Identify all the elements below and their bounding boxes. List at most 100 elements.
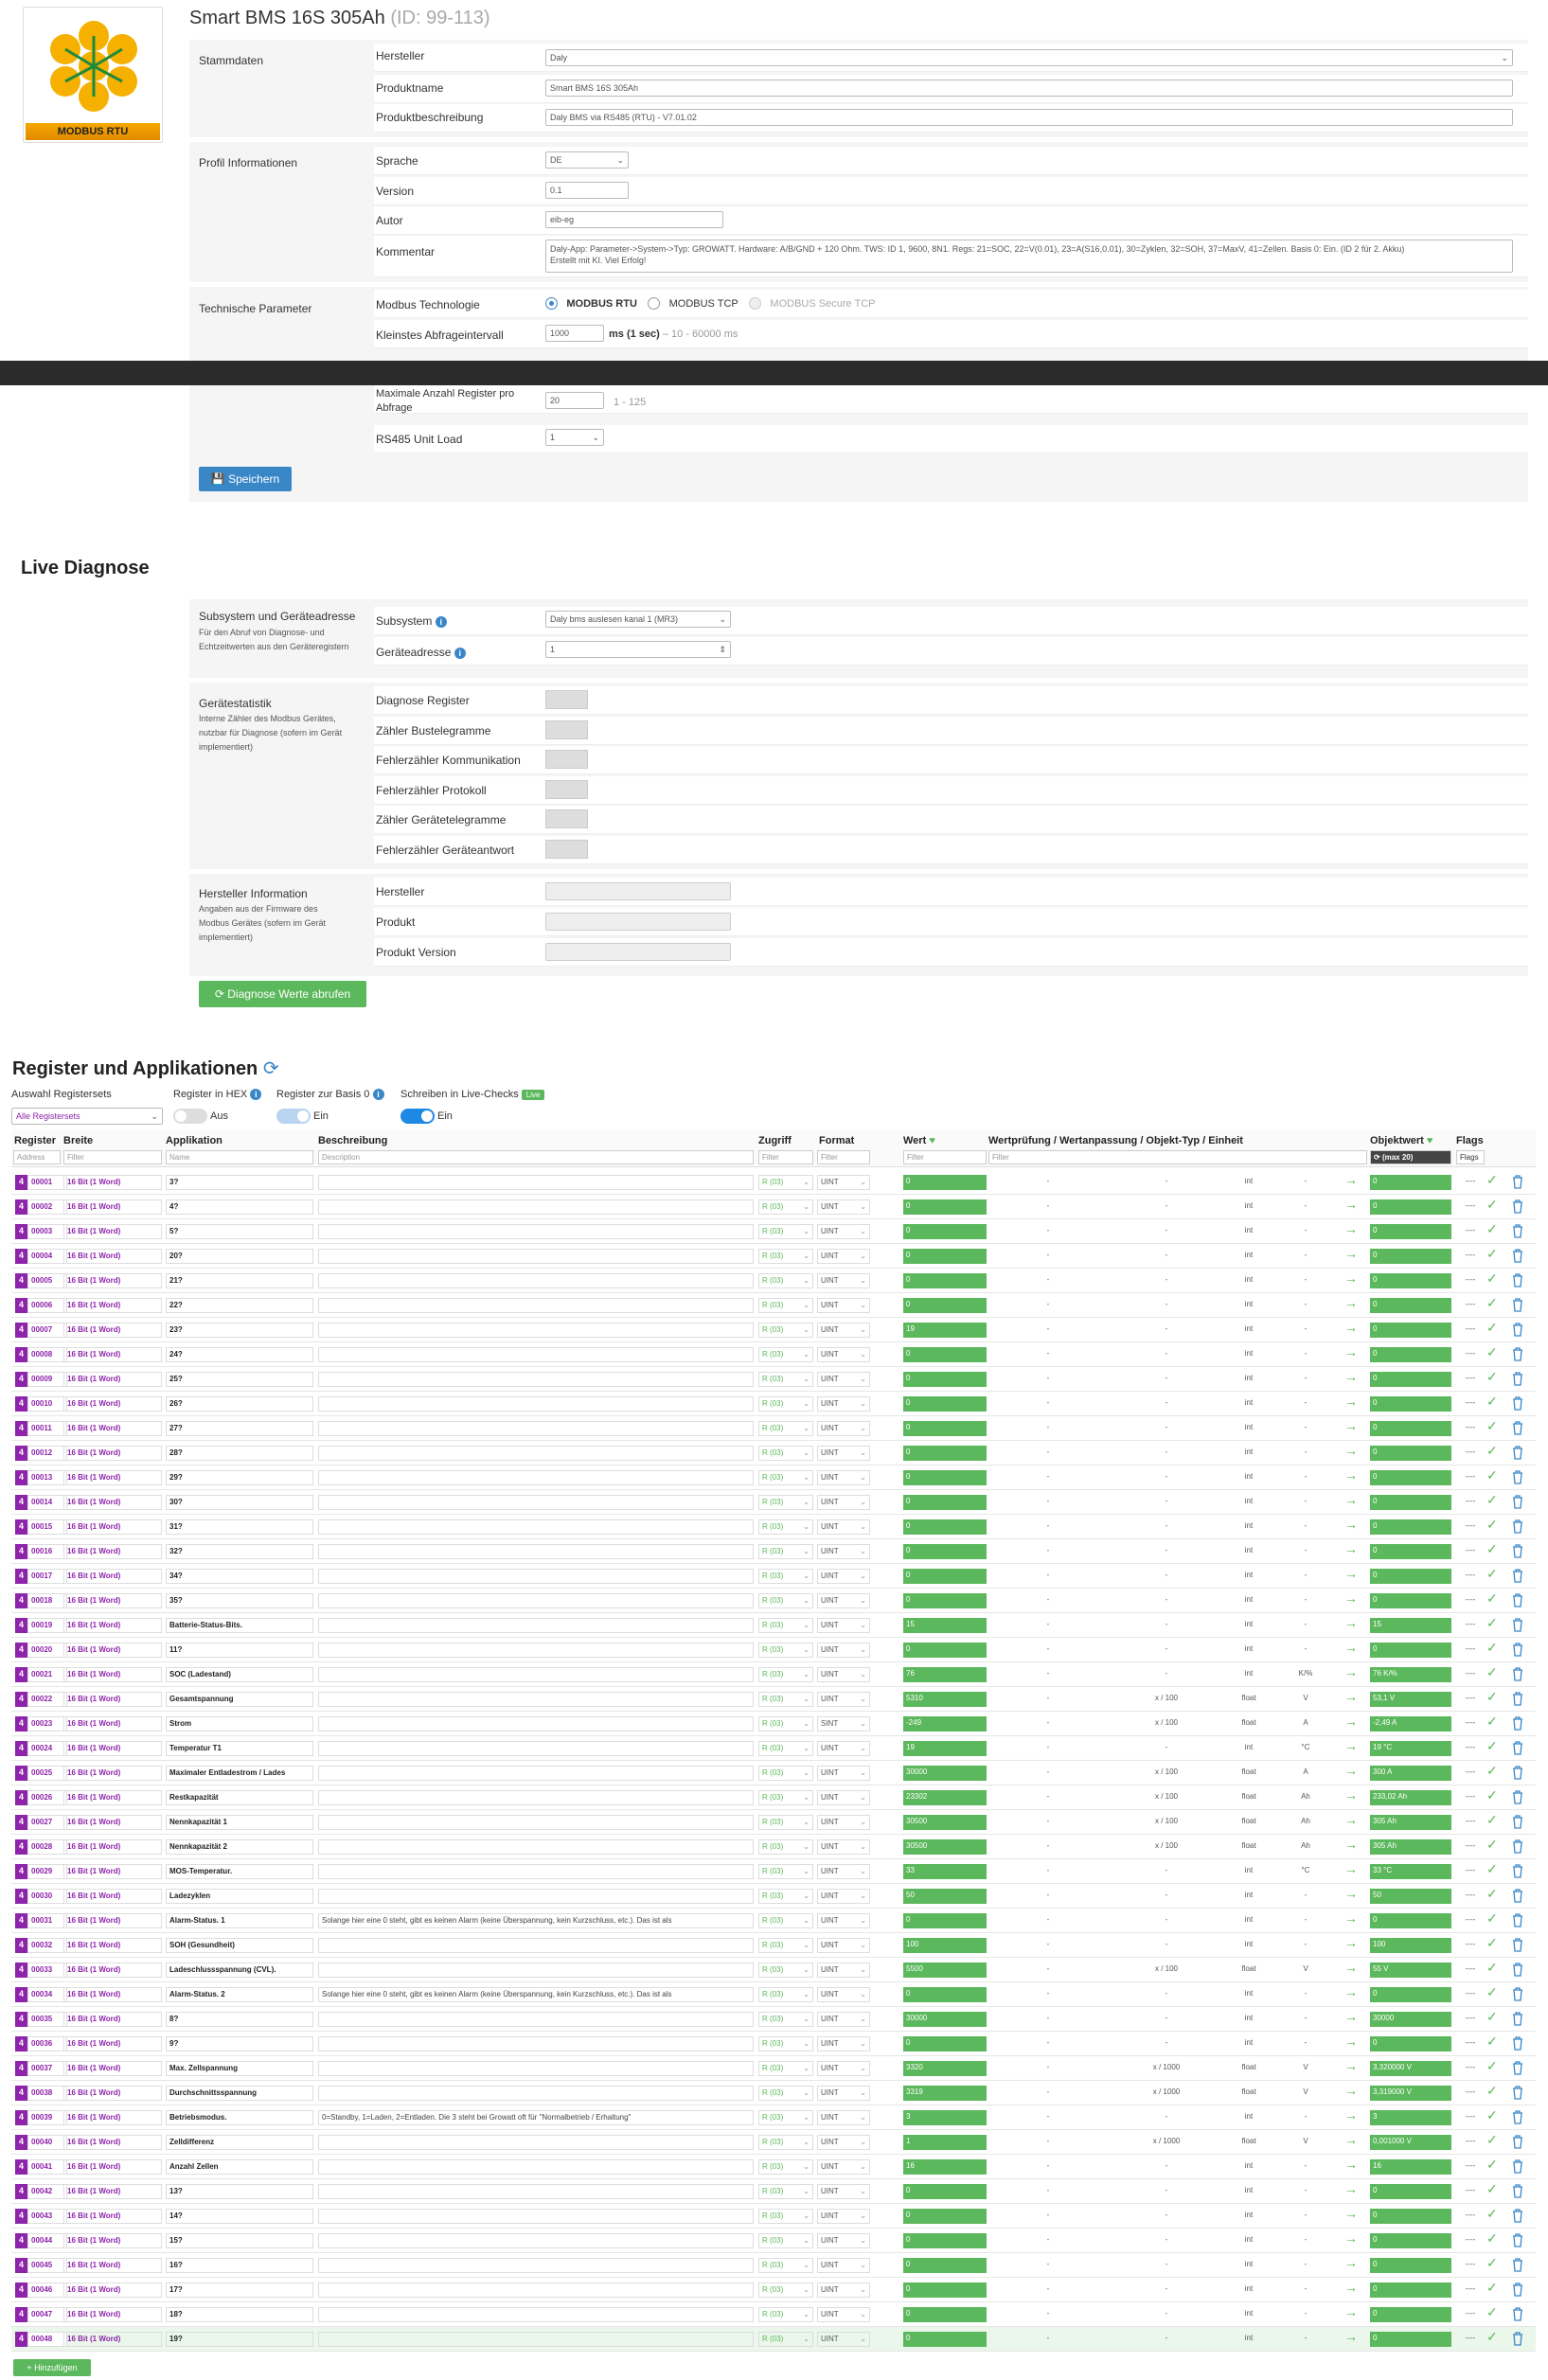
row-application[interactable]: 16? <box>166 2258 313 2273</box>
row-access[interactable]: R (03) ⌄ <box>758 2135 813 2150</box>
row-description[interactable] <box>318 1298 754 1313</box>
row-description[interactable] <box>318 2233 754 2248</box>
trash-icon[interactable] <box>1511 2134 1530 2149</box>
row-application[interactable]: Zelldifferenz <box>166 2135 313 2150</box>
row-format[interactable]: UINT ⌄ <box>817 1741 870 1756</box>
row-check[interactable]: - <box>1046 1891 1050 1899</box>
row-format[interactable]: UINT ⌄ <box>817 2159 870 2175</box>
row-width[interactable]: 16 Bit (1 Word) <box>63 1913 162 1928</box>
row-access[interactable]: R (03) ⌄ <box>758 2012 813 2027</box>
row-check[interactable]: - <box>1046 2211 1050 2219</box>
row-scale[interactable]: - <box>1165 1891 1168 1899</box>
row-width[interactable]: 16 Bit (1 Word) <box>63 1544 162 1559</box>
max-readout[interactable]: ⟳ (max 20) <box>1370 1150 1451 1164</box>
row-badge[interactable]: 4 <box>15 1839 27 1855</box>
row-access[interactable]: R (03) ⌄ <box>758 2307 813 2322</box>
sync-icon[interactable]: ⟳ <box>262 1058 279 1079</box>
row-flags[interactable]: ---- <box>1465 1226 1476 1234</box>
row-type[interactable]: int <box>1244 2260 1254 2268</box>
row-width[interactable]: 16 Bit (1 Word) <box>63 1519 162 1535</box>
row-badge[interactable]: 4 <box>15 1593 27 1608</box>
row-description[interactable] <box>318 1963 754 1978</box>
row-application[interactable]: Alarm-Status. 2 <box>166 1987 313 2002</box>
row-unit[interactable]: - <box>1304 1374 1308 1382</box>
row-width[interactable]: 16 Bit (1 Word) <box>63 1421 162 1436</box>
row-scale[interactable]: - <box>1165 2014 1168 2022</box>
row-application[interactable]: Strom <box>166 1716 313 1732</box>
row-scale[interactable]: - <box>1165 2309 1168 2318</box>
row-description[interactable] <box>318 2012 754 2027</box>
row-description[interactable] <box>318 2307 754 2322</box>
row-access[interactable]: R (03) ⌄ <box>758 1495 813 1510</box>
row-check[interactable]: - <box>1046 2260 1050 2268</box>
row-width[interactable]: 16 Bit (1 Word) <box>63 1446 162 1461</box>
row-address[interactable]: 00039 <box>27 2110 67 2125</box>
row-width[interactable]: 16 Bit (1 Word) <box>63 1323 162 1338</box>
row-width[interactable]: 16 Bit (1 Word) <box>63 1224 162 1239</box>
row-access[interactable]: R (03) ⌄ <box>758 1889 813 1904</box>
row-flags[interactable]: ---- <box>1465 2309 1476 2318</box>
row-application[interactable]: Durchschnittsspannung <box>166 2086 313 2101</box>
row-scale[interactable]: - <box>1165 1448 1168 1456</box>
row-flags[interactable]: ---- <box>1465 2137 1476 2145</box>
row-check[interactable]: - <box>1046 1841 1050 1850</box>
row-description[interactable] <box>318 1199 754 1215</box>
trash-icon[interactable] <box>1511 1642 1530 1657</box>
row-format[interactable]: UINT ⌄ <box>817 1249 870 1264</box>
row-unit[interactable]: - <box>1304 1940 1308 1948</box>
row-check[interactable]: - <box>1046 1620 1050 1628</box>
row-type[interactable]: int <box>1244 2334 1254 2342</box>
row-access[interactable]: R (03) ⌄ <box>758 1593 813 1608</box>
row-access[interactable]: R (03) ⌄ <box>758 1298 813 1313</box>
row-check[interactable]: - <box>1046 1497 1050 1505</box>
row-badge[interactable]: 4 <box>15 1544 27 1559</box>
trash-icon[interactable] <box>1511 1789 1530 1804</box>
row-address[interactable]: 00022 <box>27 1692 67 1707</box>
row-badge[interactable]: 4 <box>15 2233 27 2248</box>
row-type[interactable]: float <box>1241 1792 1256 1801</box>
row-flags[interactable]: ---- <box>1465 1767 1476 1776</box>
row-scale[interactable]: - <box>1165 1349 1168 1358</box>
row-description[interactable] <box>318 2159 754 2175</box>
row-unit[interactable]: - <box>1304 1915 1308 1924</box>
row-format[interactable]: UINT ⌄ <box>817 1864 870 1879</box>
row-scale[interactable]: - <box>1165 1546 1168 1554</box>
row-type[interactable]: int <box>1244 2161 1254 2170</box>
subsys-select[interactable]: Daly bms auslesen kanal 1 (MR3) ⌄ <box>545 611 731 628</box>
trash-icon[interactable] <box>1511 1297 1530 1312</box>
row-flags[interactable]: ---- <box>1465 1940 1476 1948</box>
row-description[interactable] <box>318 1470 754 1485</box>
row-badge[interactable]: 4 <box>15 1199 27 1215</box>
row-address[interactable]: 00005 <box>27 1273 67 1288</box>
row-scale[interactable]: x / 100 <box>1154 1718 1178 1727</box>
row-width[interactable]: 16 Bit (1 Word) <box>63 2332 162 2347</box>
row-format[interactable]: UINT ⌄ <box>817 1273 870 1288</box>
row-scale[interactable]: - <box>1165 1472 1168 1481</box>
row-format[interactable]: UINT ⌄ <box>817 1544 870 1559</box>
row-access[interactable]: R (03) ⌄ <box>758 1963 813 1978</box>
row-width[interactable]: 16 Bit (1 Word) <box>63 2184 162 2199</box>
row-unit[interactable]: - <box>1304 2211 1308 2219</box>
row-unit[interactable]: Ah <box>1301 1817 1310 1825</box>
row-application[interactable]: 11? <box>166 1643 313 1658</box>
row-unit[interactable]: - <box>1304 2284 1308 2293</box>
row-check[interactable]: - <box>1046 1595 1050 1604</box>
row-unit[interactable]: A <box>1303 1718 1308 1727</box>
row-width[interactable]: 16 Bit (1 Word) <box>63 1470 162 1485</box>
trash-icon[interactable] <box>1511 2085 1530 2100</box>
row-access[interactable]: R (03) ⌄ <box>758 1519 813 1535</box>
row-description[interactable] <box>318 1446 754 1461</box>
row-format[interactable]: UINT ⌄ <box>817 1421 870 1436</box>
row-format[interactable]: UINT ⌄ <box>817 1347 870 1362</box>
row-flags[interactable]: ---- <box>1465 2063 1476 2071</box>
row-flags[interactable]: ---- <box>1465 1177 1476 1185</box>
row-width[interactable]: 16 Bit (1 Word) <box>63 1396 162 1412</box>
checkmark-icon[interactable]: ✓ <box>1486 1862 1498 1876</box>
row-flags[interactable]: ---- <box>1465 1718 1476 1727</box>
row-scale[interactable]: - <box>1165 1177 1168 1185</box>
checkmark-icon[interactable]: ✓ <box>1486 1591 1498 1606</box>
trash-icon[interactable] <box>1511 2306 1530 2321</box>
row-address[interactable]: 00040 <box>27 2135 67 2150</box>
row-badge[interactable]: 4 <box>15 1249 27 1264</box>
row-badge[interactable]: 4 <box>15 2036 27 2051</box>
